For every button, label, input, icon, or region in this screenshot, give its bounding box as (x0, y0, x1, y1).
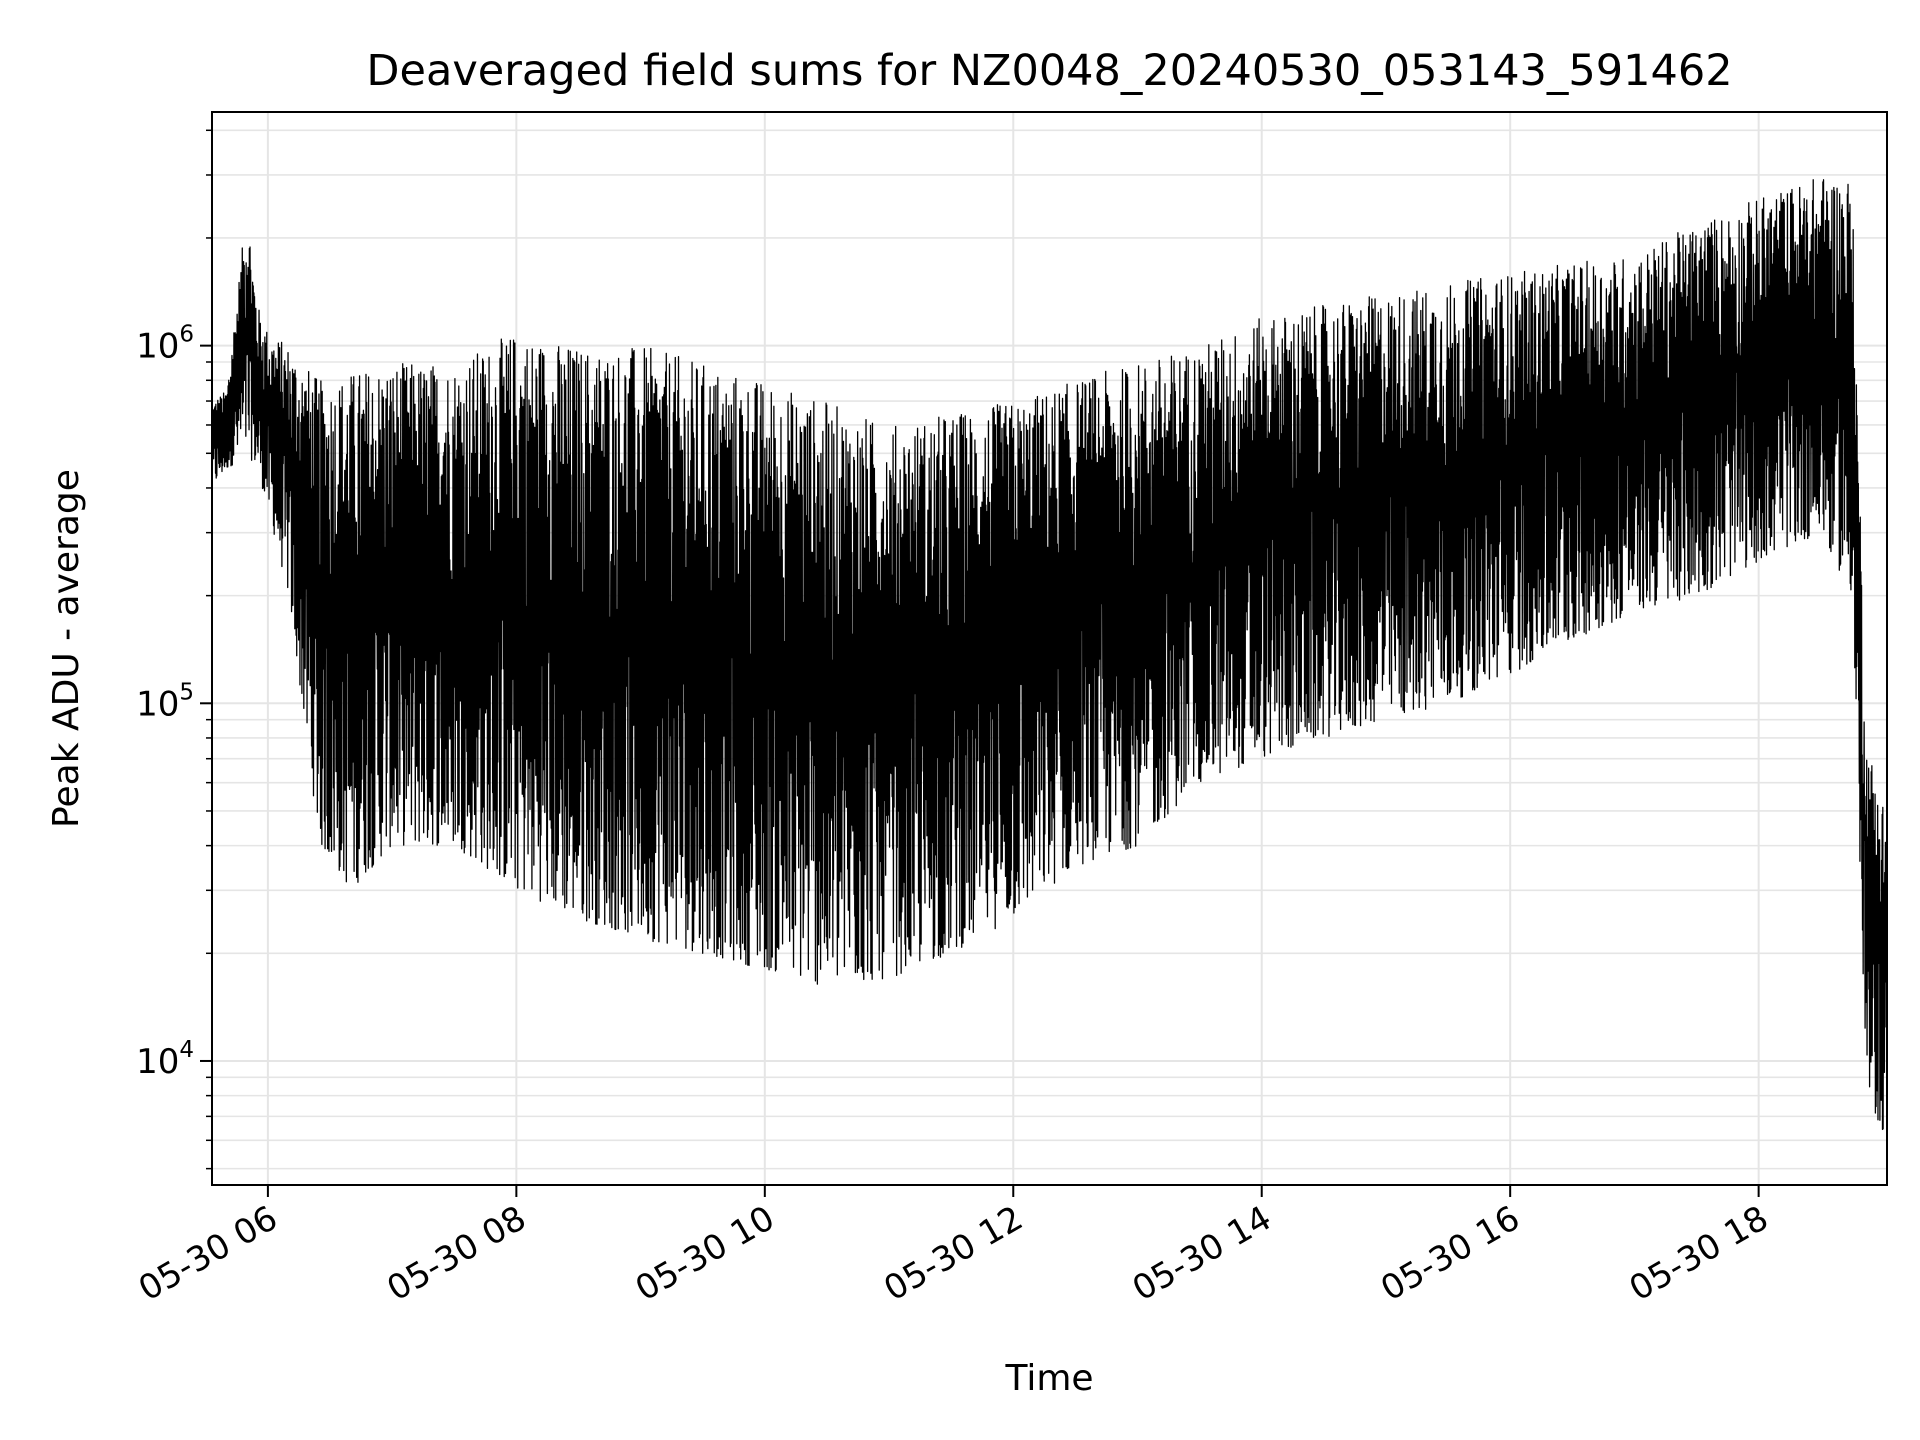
y-axis-label: Peak ADU - average (46, 469, 87, 828)
x-axis-label: Time (1004, 1358, 1093, 1399)
y-tick-label: 105 (136, 679, 194, 724)
series-line-path (212, 179, 1887, 1131)
y-tick-label: 104 (136, 1037, 194, 1082)
series-line (212, 179, 1887, 1131)
y-axis: 104 105 106 (136, 129, 212, 1170)
chart-title: Deaveraged field sums for NZ0048_2024053… (366, 46, 1732, 96)
plot-frame (211, 111, 1888, 1186)
y-tick-label: 106 (136, 322, 194, 367)
